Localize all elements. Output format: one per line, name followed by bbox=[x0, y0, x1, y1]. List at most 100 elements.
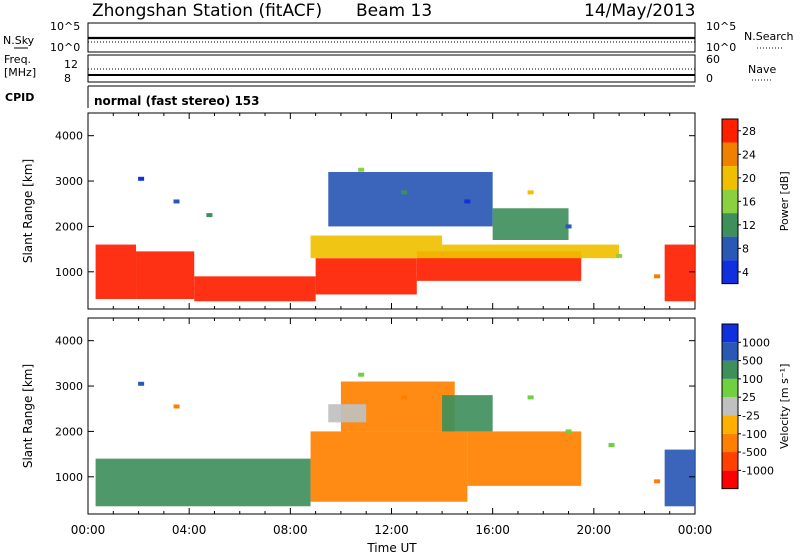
colorbar-segment bbox=[722, 415, 738, 434]
cpid-panel: CPID normal (fast stereo) 153 bbox=[5, 85, 695, 108]
colorbar-tick-label: 1000 bbox=[742, 336, 770, 349]
nsky-panel: N.Sky 10^5 10^0 10^5 10^0 N.Search bbox=[3, 20, 794, 54]
y-tick-label: 3000 bbox=[55, 380, 83, 393]
echo-point bbox=[173, 404, 180, 409]
colorbar-frame bbox=[721, 323, 739, 490]
colorbar-tick-label: 16 bbox=[742, 195, 756, 208]
colorbar-tick-label: 8 bbox=[742, 242, 749, 255]
nsky-label: N.Sky bbox=[3, 34, 35, 47]
colorbar-tick-label: 100 bbox=[742, 373, 763, 386]
echo-band bbox=[664, 244, 695, 302]
velocity-panel: 1000 2000 3000 4000 Slant Range [km] -1000 -50… bbox=[21, 317, 791, 515]
colorbar-segment bbox=[722, 470, 738, 489]
nsearch-tick-bottom: 10^0 bbox=[706, 41, 736, 54]
colorbar-segment bbox=[722, 452, 738, 471]
echo-point bbox=[654, 479, 661, 484]
nsky-tick-bottom: 10^0 bbox=[50, 41, 80, 54]
echo-band bbox=[315, 258, 417, 295]
echo-point bbox=[358, 167, 365, 172]
colorbar-segment bbox=[722, 119, 738, 143]
echo-point bbox=[401, 190, 408, 195]
colorbar-tick-label: 500 bbox=[742, 355, 763, 368]
freq-tick-bottom: 8 bbox=[64, 72, 71, 85]
echo-point bbox=[464, 199, 471, 204]
echo-band bbox=[328, 171, 493, 227]
y-tick-label: 2000 bbox=[55, 425, 83, 438]
nsearch-label: N.Search bbox=[744, 30, 794, 43]
colorbar-segment bbox=[722, 166, 738, 190]
echo-point bbox=[401, 395, 408, 400]
y-axis-label: Slant Range [km] bbox=[21, 364, 35, 468]
station-title: Zhongshan Station (fitACF) bbox=[92, 1, 322, 21]
colorbar-segment bbox=[722, 142, 738, 167]
power-panel: 1000 2000 3000 4000 Slant Range [km] 4 8 12 16 20… bbox=[21, 112, 791, 310]
nsearch-tick-top: 10^5 bbox=[706, 20, 736, 33]
echo-point bbox=[173, 199, 180, 204]
colorbar-tick-label: 24 bbox=[742, 148, 756, 161]
colorbar-tick-label: -1000 bbox=[742, 464, 774, 477]
echo-point bbox=[527, 190, 534, 195]
colorbar-tick-label: -100 bbox=[742, 428, 767, 441]
echo-band bbox=[442, 244, 620, 259]
colorbar-tick-label: 12 bbox=[742, 219, 756, 232]
echo-band bbox=[442, 395, 493, 432]
echo-band bbox=[310, 235, 443, 259]
colorbar-segment bbox=[722, 397, 738, 416]
echo-point bbox=[138, 381, 145, 386]
x-tick-label: 04:00 bbox=[172, 523, 207, 537]
x-tick-label: 12:00 bbox=[374, 523, 409, 537]
echo-band bbox=[136, 251, 195, 300]
y-tick-label: 1000 bbox=[55, 266, 83, 279]
colorbar-segment bbox=[722, 342, 738, 361]
y-tick-label: 4000 bbox=[55, 130, 83, 143]
x-tick-label: 00:00 bbox=[678, 523, 713, 537]
echo-point bbox=[565, 429, 572, 434]
colorbar-segment bbox=[722, 236, 738, 261]
x-tick-label: 00:00 bbox=[71, 523, 106, 537]
nsky-tick-top: 10^5 bbox=[50, 20, 80, 33]
echo-band bbox=[467, 431, 582, 486]
colorbar-label: Power [dB] bbox=[778, 171, 791, 231]
colorbar-segment bbox=[722, 213, 738, 237]
echo-band bbox=[95, 244, 137, 300]
beam-label: Beam 13 bbox=[356, 1, 432, 21]
echo-point bbox=[565, 224, 572, 229]
colorbar-segment bbox=[722, 378, 738, 398]
colorbar-tick-label: -500 bbox=[742, 446, 767, 459]
echo-band bbox=[95, 458, 311, 507]
colorbar-tick-label: 25 bbox=[742, 391, 756, 404]
echo-band bbox=[328, 404, 367, 423]
y-tick-label: 4000 bbox=[55, 335, 83, 348]
nave-label: Nave bbox=[748, 63, 776, 76]
echo-band bbox=[492, 208, 569, 241]
freq-panel: Freq. [MHz] 12 8 60 0 Nave bbox=[4, 53, 776, 85]
x-tick-label: 16:00 bbox=[475, 523, 510, 537]
x-axis-label: Time UT bbox=[366, 541, 417, 554]
colorbar-tick-label: -25 bbox=[742, 409, 760, 422]
echo-point bbox=[138, 176, 145, 181]
colorbar-tick-label: 20 bbox=[742, 172, 756, 185]
echo-band bbox=[664, 449, 695, 507]
echo-point bbox=[608, 443, 615, 448]
x-tick-label: 08:00 bbox=[273, 523, 308, 537]
freq-unit-label: [MHz] bbox=[4, 66, 36, 79]
y-axis-label: Slant Range [km] bbox=[21, 159, 35, 263]
y-tick-label: 3000 bbox=[55, 175, 83, 188]
nave-tick-bottom: 0 bbox=[706, 72, 713, 85]
cpid-label: CPID bbox=[5, 91, 34, 104]
echo-point bbox=[358, 372, 365, 377]
x-tick-label: 20:00 bbox=[577, 523, 612, 537]
echo-band bbox=[310, 431, 468, 502]
colorbar-tick-label: 4 bbox=[742, 266, 749, 279]
cpid-text: normal (fast stereo) 153 bbox=[94, 94, 260, 108]
y-tick-label: 1000 bbox=[55, 471, 83, 484]
freq-label: Freq. bbox=[4, 53, 31, 66]
echo-point bbox=[206, 213, 213, 218]
colorbar-segment bbox=[722, 260, 738, 284]
echo-point bbox=[616, 253, 623, 258]
colorbar-tick-label: 28 bbox=[742, 125, 756, 138]
colorbar-segment bbox=[722, 189, 738, 214]
freq-tick-top: 12 bbox=[64, 58, 78, 71]
y-tick-label: 2000 bbox=[55, 220, 83, 233]
